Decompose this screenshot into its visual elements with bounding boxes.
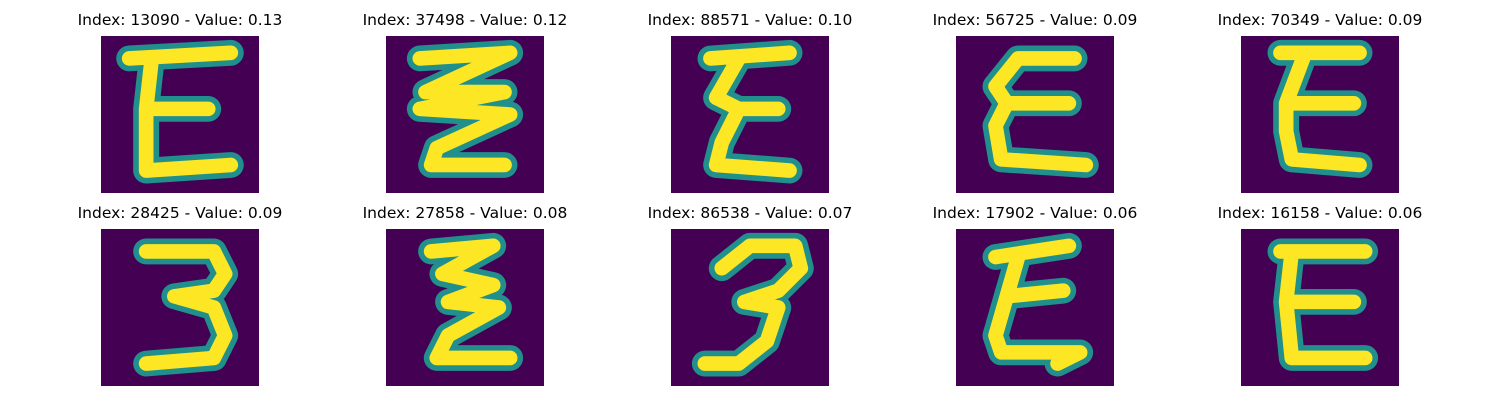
handwritten-glyph (1267, 238, 1379, 371)
handwritten-glyph (691, 232, 814, 377)
image-panel: Index: 88571 - Value: 0.10 (620, 9, 880, 199)
panel-title: Index: 27858 - Value: 0.08 (362, 204, 568, 222)
image-panel: Index: 86538 - Value: 0.07 (620, 202, 880, 392)
image-panel: Index: 37498 - Value: 0.12 (335, 9, 595, 199)
panel-title: Index: 13090 - Value: 0.13 (77, 11, 283, 29)
digit-image (1241, 229, 1399, 386)
handwritten-glyph (133, 238, 239, 377)
image-panel: Index: 13090 - Value: 0.13 (50, 9, 310, 199)
digit-image (956, 229, 1114, 386)
panel-title: Index: 28425 - Value: 0.09 (77, 204, 283, 222)
digit-image (671, 36, 829, 193)
digit-image (671, 229, 829, 386)
panel-title: Index: 56725 - Value: 0.09 (932, 11, 1138, 29)
handwritten-glyph (982, 232, 1094, 377)
image-panel: Index: 27858 - Value: 0.08 (335, 202, 595, 392)
image-panel: Index: 56725 - Value: 0.09 (905, 9, 1165, 199)
handwritten-glyph (406, 39, 524, 178)
handwritten-glyph (697, 39, 803, 184)
handwritten-glyph (418, 232, 524, 371)
handwritten-glyph (1267, 39, 1373, 178)
panel-title: Index: 16158 - Value: 0.06 (1217, 204, 1423, 222)
digit-image (956, 36, 1114, 193)
handwritten-glyph (116, 39, 244, 184)
image-panel: Index: 28425 - Value: 0.09 (50, 202, 310, 392)
panel-title: Index: 70349 - Value: 0.09 (1217, 11, 1423, 29)
panel-title: Index: 86538 - Value: 0.07 (647, 204, 853, 222)
digit-image (101, 229, 259, 386)
image-panel: Index: 17902 - Value: 0.06 (905, 202, 1165, 392)
panel-title: Index: 88571 - Value: 0.10 (647, 11, 853, 29)
digit-image (1241, 36, 1399, 193)
digit-image (386, 36, 544, 193)
digit-image (386, 229, 544, 386)
panel-title: Index: 37498 - Value: 0.12 (362, 11, 568, 29)
digit-image (101, 36, 259, 193)
image-panel: Index: 16158 - Value: 0.06 (1190, 202, 1450, 392)
handwritten-glyph (982, 45, 1099, 178)
image-panel: Index: 70349 - Value: 0.09 (1190, 9, 1450, 199)
panel-title: Index: 17902 - Value: 0.06 (932, 204, 1138, 222)
